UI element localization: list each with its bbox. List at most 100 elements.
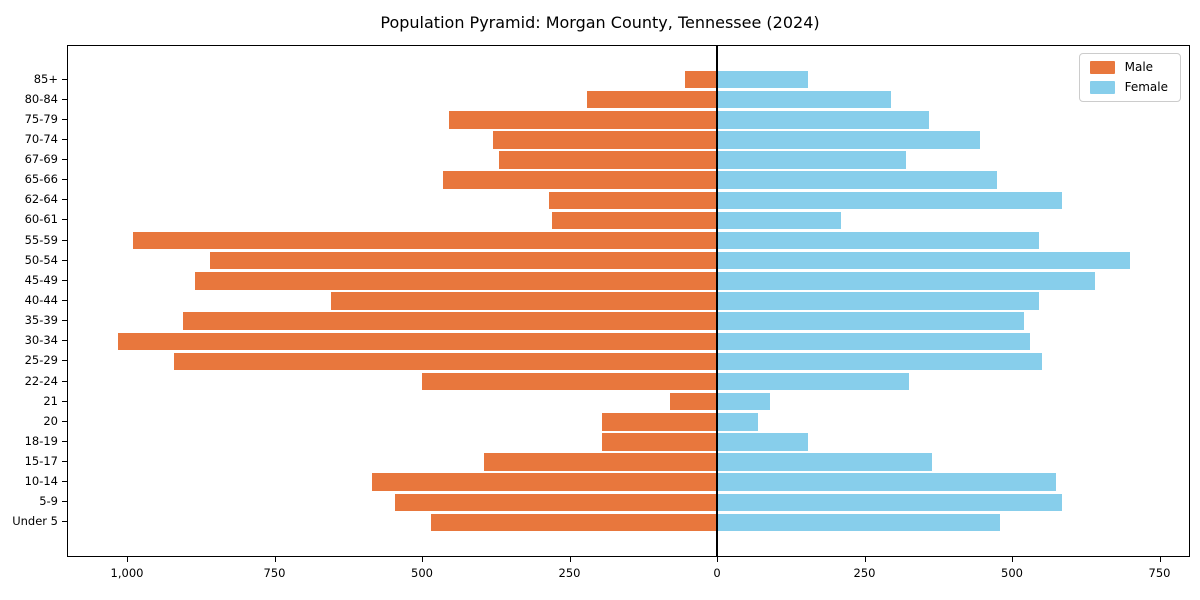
chart-title: Population Pyramid: Morgan County, Tenne… bbox=[380, 13, 820, 32]
y-tick-mark bbox=[62, 501, 67, 503]
male-bar-55-59 bbox=[132, 231, 717, 250]
zero-axis-line bbox=[716, 46, 718, 556]
y-axis-label-75-79: 75-79 bbox=[24, 111, 58, 126]
x-axis-label-250: 250 bbox=[558, 566, 581, 580]
y-axis-label-40-44: 40-44 bbox=[24, 293, 58, 307]
y-tick-mark bbox=[62, 98, 67, 100]
x-tick-mark bbox=[422, 557, 423, 562]
male-bar-15-17 bbox=[483, 453, 717, 471]
y-tick-mark bbox=[62, 118, 67, 120]
y-axis-label-under-5: Under 5 bbox=[12, 514, 58, 529]
female-bar-35-39 bbox=[717, 312, 1024, 330]
male-bar-10-14 bbox=[371, 473, 717, 491]
y-tick-mark bbox=[62, 199, 67, 201]
y-tick-mark bbox=[62, 138, 67, 140]
y-axis-label-50-54: 50-54 bbox=[24, 252, 58, 267]
y-axis-label-21: 21 bbox=[43, 393, 58, 408]
female-bar-45-49 bbox=[717, 272, 1095, 290]
y-axis-label-15-17: 15-17 bbox=[24, 454, 58, 469]
y-axis-label-18-19: 18-19 bbox=[24, 433, 58, 448]
male-bar-75-79 bbox=[448, 111, 717, 129]
y-axis-label-25-29: 25-29 bbox=[24, 353, 58, 368]
x-tick-mark bbox=[1159, 557, 1161, 562]
y-axis-label-10-14: 10-14 bbox=[24, 474, 58, 489]
x-tick-mark bbox=[569, 557, 571, 562]
male-bar-62-64 bbox=[548, 191, 717, 210]
x-axis-label-0: 0 bbox=[713, 566, 721, 580]
female-bar-15-17 bbox=[717, 453, 933, 471]
y-tick-mark bbox=[62, 300, 67, 301]
legend-entry-male: Male bbox=[1089, 60, 1168, 74]
y-axis-label-22-24: 22-24 bbox=[24, 373, 58, 388]
x-axis-label-500: 500 bbox=[1001, 566, 1023, 580]
female-bar-22-24 bbox=[717, 372, 909, 391]
female-bar-55-59 bbox=[717, 231, 1039, 250]
female-bar-70-74 bbox=[717, 131, 980, 149]
y-axis-label-62-64: 62-64 bbox=[24, 192, 58, 207]
y-tick-mark bbox=[62, 360, 67, 362]
male-bar-70-74 bbox=[492, 131, 717, 149]
y-tick-mark bbox=[62, 400, 67, 402]
female-bar-18-19 bbox=[717, 433, 809, 451]
male-swatch-icon bbox=[1089, 61, 1115, 74]
male-bar-80-84 bbox=[587, 90, 717, 109]
y-tick-mark bbox=[62, 78, 67, 80]
female-bar-21 bbox=[717, 392, 771, 411]
female-bar-75-79 bbox=[717, 111, 930, 129]
x-tick-mark bbox=[1012, 557, 1013, 562]
female-bar-10-14 bbox=[717, 473, 1057, 491]
x-tick-mark bbox=[274, 557, 276, 562]
y-axis-label-65-66: 65-66 bbox=[24, 172, 58, 187]
y-axis-label-35-39: 35-39 bbox=[24, 313, 58, 328]
x-tick-mark bbox=[864, 557, 866, 562]
y-tick-mark bbox=[62, 279, 67, 281]
y-tick-mark bbox=[62, 219, 67, 221]
female-bar-40-44 bbox=[717, 292, 1039, 310]
male-bar-85- bbox=[684, 70, 717, 89]
x-axis-label-750: 750 bbox=[263, 566, 286, 580]
y-axis-label-30-34: 30-34 bbox=[24, 333, 58, 348]
male-bar-30-34 bbox=[118, 332, 717, 350]
plot-area: Male Female bbox=[67, 45, 1190, 557]
male-bar-60-61 bbox=[551, 211, 717, 230]
x-tick-mark bbox=[127, 557, 128, 562]
male-bar-5-9 bbox=[395, 493, 717, 512]
male-bar-under-5 bbox=[430, 513, 717, 532]
y-tick-mark bbox=[62, 461, 67, 463]
legend: Male Female bbox=[1078, 53, 1181, 102]
male-bar-18-19 bbox=[601, 433, 717, 451]
male-bar-65-66 bbox=[442, 171, 717, 189]
y-tick-mark bbox=[62, 159, 67, 161]
y-tick-mark bbox=[62, 380, 67, 382]
male-bar-25-29 bbox=[174, 352, 717, 371]
x-axis-label-750: 750 bbox=[1148, 566, 1171, 580]
female-bar-85- bbox=[717, 70, 809, 89]
x-axis-label-500: 500 bbox=[411, 566, 433, 580]
male-bar-22-24 bbox=[422, 372, 717, 391]
x-tick-mark bbox=[717, 557, 718, 562]
y-axis-label-80-84: 80-84 bbox=[24, 91, 58, 106]
female-bar-20 bbox=[717, 413, 759, 431]
y-tick-mark bbox=[62, 521, 67, 523]
female-bar-65-66 bbox=[717, 171, 998, 189]
y-tick-mark bbox=[62, 340, 67, 342]
male-bar-40-44 bbox=[330, 292, 717, 310]
x-axis-label-250: 250 bbox=[853, 566, 876, 580]
y-tick-mark bbox=[62, 440, 67, 442]
y-axis-label-67-69: 67-69 bbox=[24, 152, 58, 167]
female-bar-60-61 bbox=[717, 211, 841, 230]
y-axis-label-55-59: 55-59 bbox=[24, 232, 58, 247]
male-bar-67-69 bbox=[498, 151, 717, 169]
male-bar-35-39 bbox=[183, 312, 717, 330]
x-axis-label-1000: 1,000 bbox=[110, 566, 144, 580]
y-tick-mark bbox=[62, 320, 67, 322]
male-bar-20 bbox=[601, 413, 717, 431]
legend-label-male: Male bbox=[1124, 60, 1154, 74]
y-tick-mark bbox=[62, 179, 67, 181]
female-bar-30-34 bbox=[717, 332, 1030, 350]
y-tick-mark bbox=[62, 239, 67, 241]
female-bar-5-9 bbox=[717, 493, 1063, 512]
female-bar-62-64 bbox=[717, 191, 1063, 210]
male-bar-45-49 bbox=[194, 272, 717, 290]
